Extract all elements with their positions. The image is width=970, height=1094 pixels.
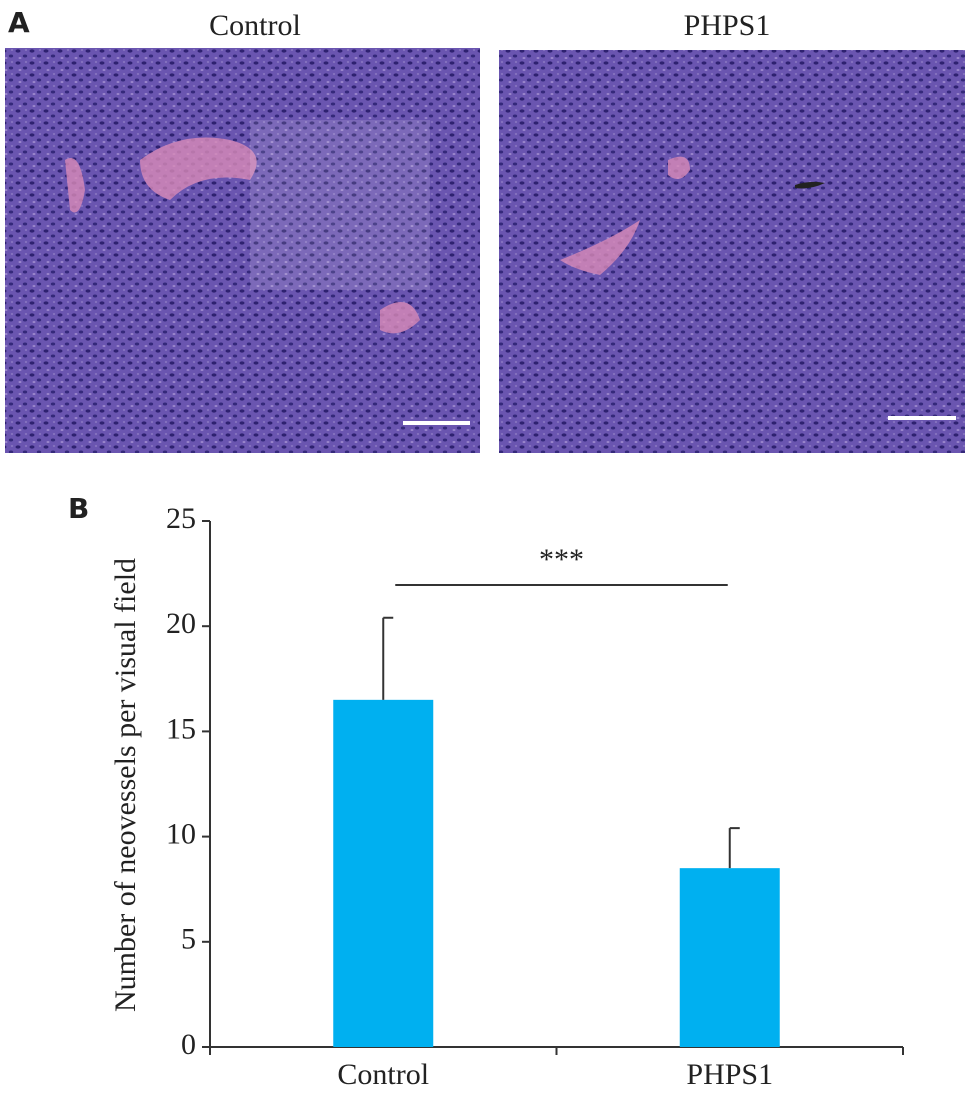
panel-label: B <box>68 492 89 525</box>
y-tick-label: 20 <box>166 607 196 640</box>
y-tick-label: 25 <box>166 502 196 535</box>
panel-label: A <box>8 6 30 39</box>
significance-label: *** <box>539 543 584 576</box>
image-title: PHPS1 <box>684 9 771 42</box>
error-bar <box>728 827 740 869</box>
y-tick-label: 15 <box>166 712 196 745</box>
histology-image <box>499 50 965 453</box>
image-title: Control <box>209 9 301 42</box>
y-tick-label: 10 <box>166 817 196 850</box>
histology-image <box>5 48 480 453</box>
error-bar <box>382 616 394 700</box>
y-tick-label: 5 <box>181 923 196 956</box>
bar <box>333 699 434 1047</box>
y-tick-label: 0 <box>181 1028 196 1061</box>
bar <box>679 868 780 1047</box>
x-tick-label: PHPS1 <box>686 1058 773 1091</box>
y-axis-label: Number of neovessels per visual field <box>109 558 142 1012</box>
x-tick-label: Control <box>337 1058 429 1091</box>
